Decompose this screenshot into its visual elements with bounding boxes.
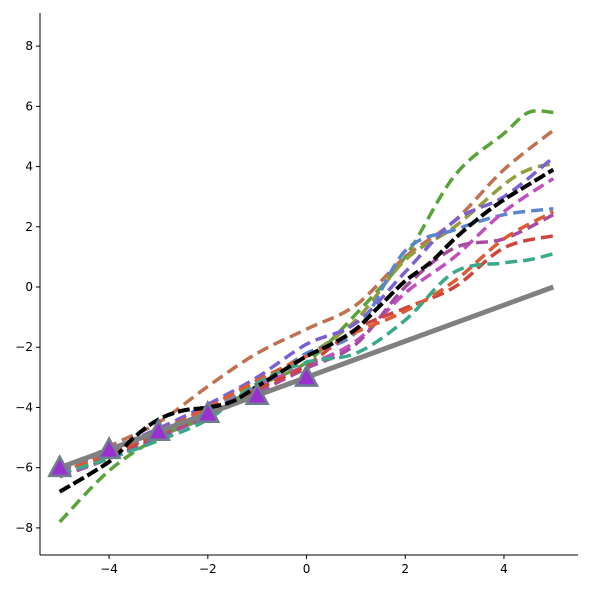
- x-tick-label-3: 2: [401, 562, 409, 576]
- observation-markers: [47, 363, 320, 478]
- series-line-7: [59, 213, 555, 479]
- plot-area: [47, 109, 555, 524]
- series-line-2: [59, 161, 554, 476]
- series-line-1: [58, 129, 555, 479]
- y-tick-label-5: 2: [25, 220, 33, 234]
- observation-marker-2: [145, 417, 171, 442]
- observation-marker-5: [294, 363, 320, 387]
- observation-marker-3: [195, 399, 221, 423]
- series-line-4: [58, 167, 555, 494]
- series-line-8: [59, 234, 554, 476]
- axes: −4 −2 0 2 4 −8 −6 −4 −2 0 2 4 6 8: [15, 13, 578, 576]
- series-line-10: [59, 252, 554, 476]
- y-tick-label-4: 0: [25, 280, 33, 294]
- x-tick-label-2: 0: [303, 562, 311, 576]
- y-tick-label-7: 6: [25, 99, 33, 113]
- y-tick-label-2: −4: [15, 400, 33, 414]
- y-tick-label-3: −2: [15, 340, 33, 354]
- x-tick-label-0: −4: [100, 562, 118, 576]
- y-tick-label-0: −8: [15, 521, 33, 535]
- y-ticks: −8 −6 −4 −2 0 2 4 6 8: [15, 39, 40, 535]
- series-line-5: [59, 206, 554, 473]
- y-tick-label-8: 8: [25, 39, 33, 53]
- highlight-series-layer: [58, 167, 555, 494]
- y-tick-label-1: −6: [15, 461, 33, 475]
- observation-marker-0: [47, 454, 73, 478]
- x-tick-label-4: 4: [500, 562, 508, 576]
- observation-marker-4: [244, 381, 270, 405]
- observation-marker-1: [96, 435, 122, 460]
- x-tick-label-1: −2: [199, 562, 217, 576]
- x-ticks: −4 −2 0 2 4: [100, 555, 508, 576]
- y-tick-label-6: 4: [25, 160, 33, 174]
